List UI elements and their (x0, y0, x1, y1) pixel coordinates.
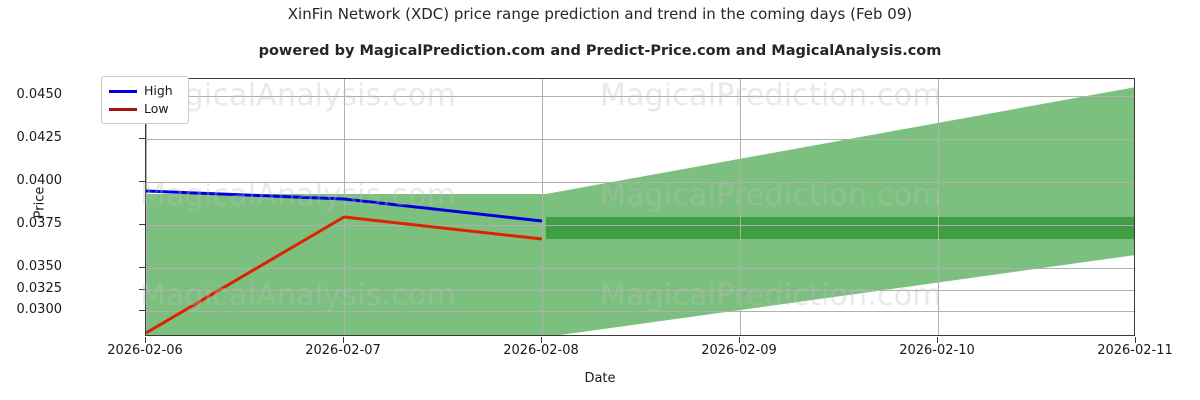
x-tick-mark (739, 337, 740, 343)
y-tick-label: 0.0325 (16, 281, 63, 296)
legend-item-high[interactable]: High (109, 83, 181, 99)
chart-title: XinFin Network (XDC) price range predict… (287, 5, 913, 23)
legend-item-low[interactable]: Low (109, 101, 181, 117)
y-tick-label: 0.0425 (16, 130, 63, 145)
y-axis-label: Price (32, 186, 48, 219)
y-tick-mark (139, 289, 145, 290)
plot-area (145, 78, 1135, 336)
x-tick-label: 2026-02-11 (1097, 343, 1173, 358)
x-tick-mark (145, 337, 146, 343)
y-tick-mark (139, 310, 145, 311)
x-tick-label: 2026-02-10 (899, 343, 975, 358)
y-tick-mark (139, 181, 145, 182)
x-tick-label: 2026-02-09 (701, 343, 777, 358)
y-tick-label: 0.0300 (16, 302, 63, 317)
legend-label-high: High (144, 83, 173, 98)
x-tick-mark (541, 337, 542, 343)
y-tick-label: 0.0400 (16, 173, 63, 188)
forecast-core-band (546, 217, 1134, 239)
series-high-line (146, 189, 543, 223)
y-tick-mark (139, 267, 145, 268)
y-tick-mark (139, 138, 145, 139)
chart-legend[interactable]: High Low (101, 76, 189, 124)
x-tick-label: 2026-02-07 (305, 343, 381, 358)
series-low-line (146, 215, 543, 335)
legend-swatch-low (109, 107, 137, 111)
x-tick-label: 2026-02-08 (503, 343, 579, 358)
x-tick-mark (343, 337, 344, 343)
chart-subtitle: powered by MagicalPrediction.com and Pre… (258, 43, 942, 59)
y-tick-label: 0.0450 (16, 87, 63, 102)
y-tick-label: 0.0375 (16, 216, 63, 231)
x-tick-mark (937, 337, 938, 343)
x-tick-mark (1135, 337, 1136, 343)
x-axis-label: Date (584, 371, 616, 386)
x-tick-label: 2026-02-06 (107, 343, 183, 358)
legend-label-low: Low (144, 101, 169, 116)
plot-svg (146, 79, 1134, 335)
y-tick-label: 0.0350 (16, 259, 63, 274)
legend-swatch-high (109, 89, 137, 93)
y-tick-mark (139, 224, 145, 225)
forecast-range-band (546, 87, 1134, 335)
